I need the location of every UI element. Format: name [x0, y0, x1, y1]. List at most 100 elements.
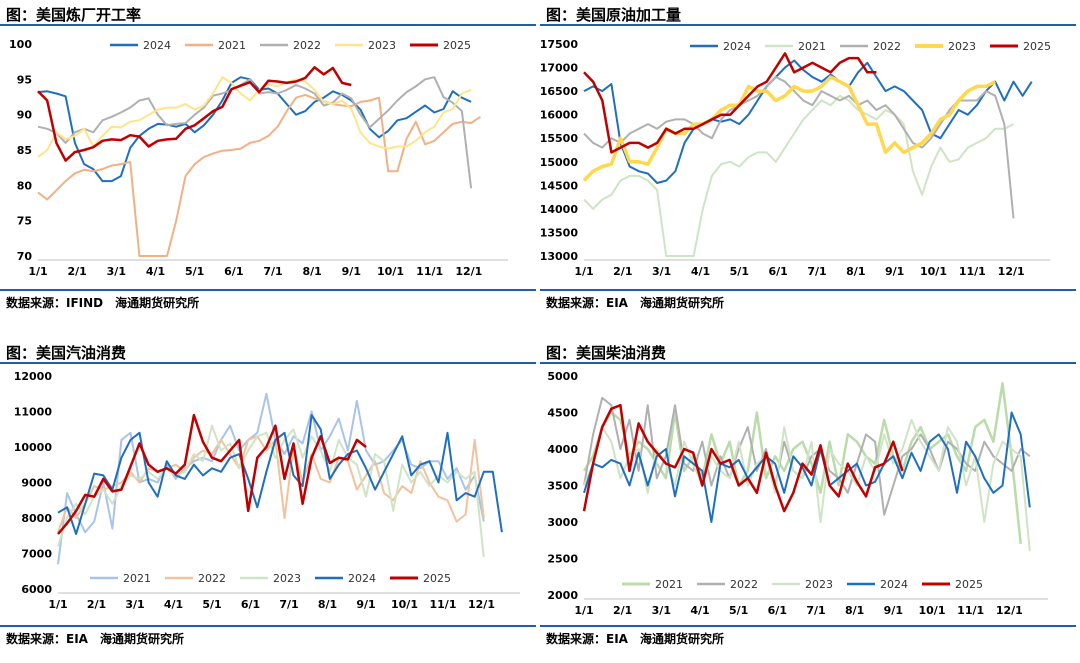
x-tick-label: 9/1 [884, 604, 903, 617]
y-tick-label: 11000 [14, 406, 53, 419]
legend-label-2021: 2021 [218, 39, 246, 52]
legend-label-2023: 2023 [368, 39, 396, 52]
chart-crude-runs: 13000 13500 14000 14500 15000 15500 16000 16500… [540, 38, 1051, 278]
series-line-2025 [57, 413, 367, 535]
x-tick-label: 2/1 [87, 598, 106, 611]
x-tick-label: 9/1 [342, 265, 361, 278]
legend-label-2025: 2025 [955, 578, 983, 591]
series-line-2025 [37, 66, 352, 162]
source-note: 数据来源：IFIND 海通期货研究所 [6, 296, 200, 310]
x-tick-label: 5/1 [729, 604, 748, 617]
x-tick-label: 1/1 [48, 598, 67, 611]
x-tick-label: 12/1 [998, 265, 1025, 278]
x-tick-label: 10/1 [919, 604, 946, 617]
y-tick-label: 90 [17, 109, 33, 122]
title-divider [540, 24, 1076, 26]
y-tick-label: 4000 [547, 443, 578, 456]
x-tick-label: 3/1 [107, 265, 126, 278]
y-tick-label: 4500 [547, 407, 578, 420]
y-tick-label: 16000 [540, 109, 578, 122]
legend-label-2022: 2022 [198, 572, 226, 585]
title-divider [0, 24, 536, 26]
y-tick-label: 16500 [540, 85, 578, 98]
x-tick-label: 12/1 [996, 604, 1023, 617]
x-tick-label: 5/1 [730, 265, 749, 278]
x-tick-label: 8/1 [845, 604, 864, 617]
panel-diesel-demand: 图：美国柴油消费 2000 2500 3000 3500 4000 4500 5000 1/1… [540, 338, 1080, 663]
y-tick-label: 17500 [540, 38, 578, 51]
y-tick-label: 3000 [547, 516, 578, 529]
source-note: 数据来源：EIA 海通期货研究所 [546, 632, 724, 646]
legend-label-2022: 2022 [730, 578, 758, 591]
x-tick-label: 6/1 [241, 598, 260, 611]
x-tick-label: 4/1 [691, 265, 710, 278]
x-tick-label: 5/1 [202, 598, 221, 611]
x-tick-label: 6/1 [769, 265, 788, 278]
x-tick-label: 8/1 [303, 265, 322, 278]
y-tick-label: 15000 [540, 156, 578, 169]
y-tick-label: 13500 [540, 226, 578, 239]
x-tick-label: 4/1 [164, 598, 183, 611]
chart-diesel-demand: 2000 2500 3000 3500 4000 4500 5000 1/1 2/1 3/1 4/1… [547, 370, 1048, 617]
chart-gasoline-demand: 6000 7000 8000 9000 10000 11000 12000 1/1 2/1 3/1… [14, 370, 520, 611]
chart-title: 图：美国炼厂开工率 [6, 6, 142, 24]
series-line-2021 [37, 93, 481, 257]
x-tick-label: 7/1 [807, 265, 826, 278]
y-tick-label: 85 [17, 144, 32, 157]
x-tick-label: 7/1 [263, 265, 282, 278]
x-tick-label: 12/1 [468, 598, 495, 611]
y-tick-label: 75 [17, 215, 32, 228]
legend-label-2025: 2025 [1023, 40, 1051, 53]
series-line-2021 [582, 382, 1022, 545]
legend-label-2024: 2024 [143, 39, 171, 52]
x-tick-label: 1/1 [574, 265, 593, 278]
panel-crude-runs: 图：美国原油加工量 13000 13500 14000 14500 15000 15500… [540, 0, 1080, 325]
panel-gasoline-demand: 图：美国汽油消费 6000 7000 8000 9000 10000 11000 12000… [0, 338, 540, 663]
x-tick-label: 1/1 [28, 265, 47, 278]
y-tick-label: 80 [17, 179, 33, 192]
y-tick-label: 8000 [21, 512, 52, 525]
series-line-2024 [583, 59, 1033, 184]
x-tick-label: 1/1 [574, 604, 593, 617]
x-tick-label: 10/1 [377, 265, 404, 278]
x-tick-label: 4/1 [690, 604, 709, 617]
series-line-2025 [582, 403, 904, 513]
y-tick-label: 15500 [540, 132, 578, 145]
x-tick-label: 2/1 [68, 265, 87, 278]
panel-refinery-utilization: 图：美国炼厂开工率 70 75 80 85 90 95 100 1/1 2/1 3/1 4/1 5/1… [0, 0, 540, 325]
legend-label-2021: 2021 [655, 578, 683, 591]
legend-label-2021: 2021 [123, 572, 151, 585]
series-line-2023 [582, 75, 996, 182]
x-tick-label: 11/1 [957, 604, 984, 617]
x-tick-label: 3/1 [652, 265, 671, 278]
series-line-2021 [583, 94, 1014, 257]
series-line-2022 [583, 76, 1015, 219]
x-tick-label: 2/1 [613, 265, 632, 278]
x-tick-label: 5/1 [185, 265, 204, 278]
x-tick-label: 6/1 [224, 265, 243, 278]
y-tick-label: 70 [17, 250, 33, 263]
y-tick-label: 12000 [14, 370, 53, 383]
y-tick-label: 7000 [21, 548, 52, 561]
y-tick-label: 14500 [540, 179, 578, 192]
x-tick-label: 2/1 [613, 604, 632, 617]
x-tick-label: 10/1 [391, 598, 418, 611]
y-tick-label: 13000 [540, 250, 578, 263]
bottom-divider [0, 289, 536, 291]
x-tick-label: 3/1 [125, 598, 144, 611]
series-line-2025 [583, 52, 877, 154]
bottom-divider [540, 289, 1076, 291]
y-tick-label: 17000 [540, 62, 578, 75]
legend-label-2024: 2024 [348, 572, 376, 585]
title-divider [540, 362, 1076, 364]
legend-label-2023: 2023 [805, 578, 833, 591]
chart-refinery-utilization: 70 75 80 85 90 95 100 1/1 2/1 3/1 4/1 5/1 6/1 7/1 8/1 9… [9, 38, 508, 278]
legend-label-2024: 2024 [880, 578, 908, 591]
x-tick-label: 12/1 [455, 265, 482, 278]
x-tick-label: 6/1 [768, 604, 787, 617]
series-line-2023 [583, 418, 1031, 552]
legend-label-2022: 2022 [293, 39, 321, 52]
legend-label-2022: 2022 [873, 40, 901, 53]
source-note: 数据来源：EIA 海通期货研究所 [6, 632, 184, 646]
title-divider [0, 362, 536, 364]
